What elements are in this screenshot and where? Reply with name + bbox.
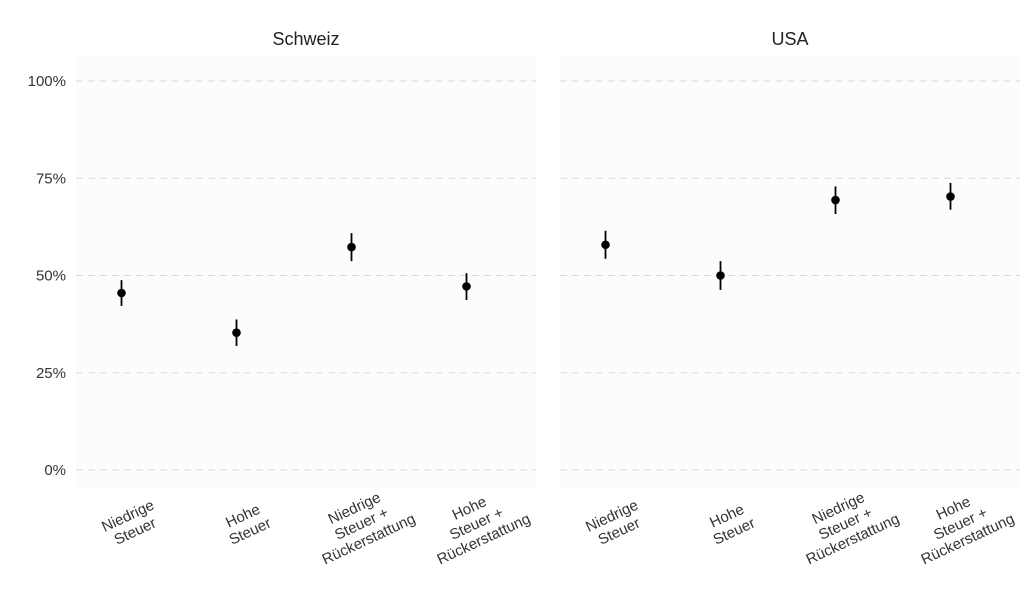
y-tick-label: 75% — [36, 170, 66, 187]
panel-title: Schweiz — [272, 29, 339, 49]
x-tick-label: HoheSteuer +Rückerstattung — [904, 479, 1017, 568]
y-tick-label: 25% — [36, 365, 66, 382]
x-tick-label: HoheSteuer — [219, 499, 273, 548]
data-point — [831, 195, 840, 205]
data-point — [601, 240, 610, 250]
data-point — [946, 192, 955, 201]
y-tick-label: 100% — [28, 73, 66, 90]
data-point — [117, 288, 126, 298]
x-tick-label: NiedrigeSteuer — [583, 497, 648, 551]
y-tick-label: 50% — [36, 268, 66, 285]
data-point — [462, 282, 471, 291]
x-tick-label: NiedrigeSteuer +Rückerstattung — [305, 479, 418, 568]
panel-background — [560, 55, 1020, 488]
data-point — [232, 328, 241, 337]
data-point — [347, 242, 356, 252]
x-tick-label: NiedrigeSteuer — [99, 497, 164, 551]
y-tick-label: 0% — [44, 462, 66, 479]
data-point — [716, 271, 725, 280]
x-tick-label: HoheSteuer — [703, 499, 757, 548]
x-tick-label: HoheSteuer +Rückerstattung — [420, 479, 533, 568]
x-tick-label: NiedrigeSteuer +Rückerstattung — [789, 479, 902, 568]
panel-background — [76, 55, 536, 488]
panel-title: USA — [771, 29, 808, 49]
